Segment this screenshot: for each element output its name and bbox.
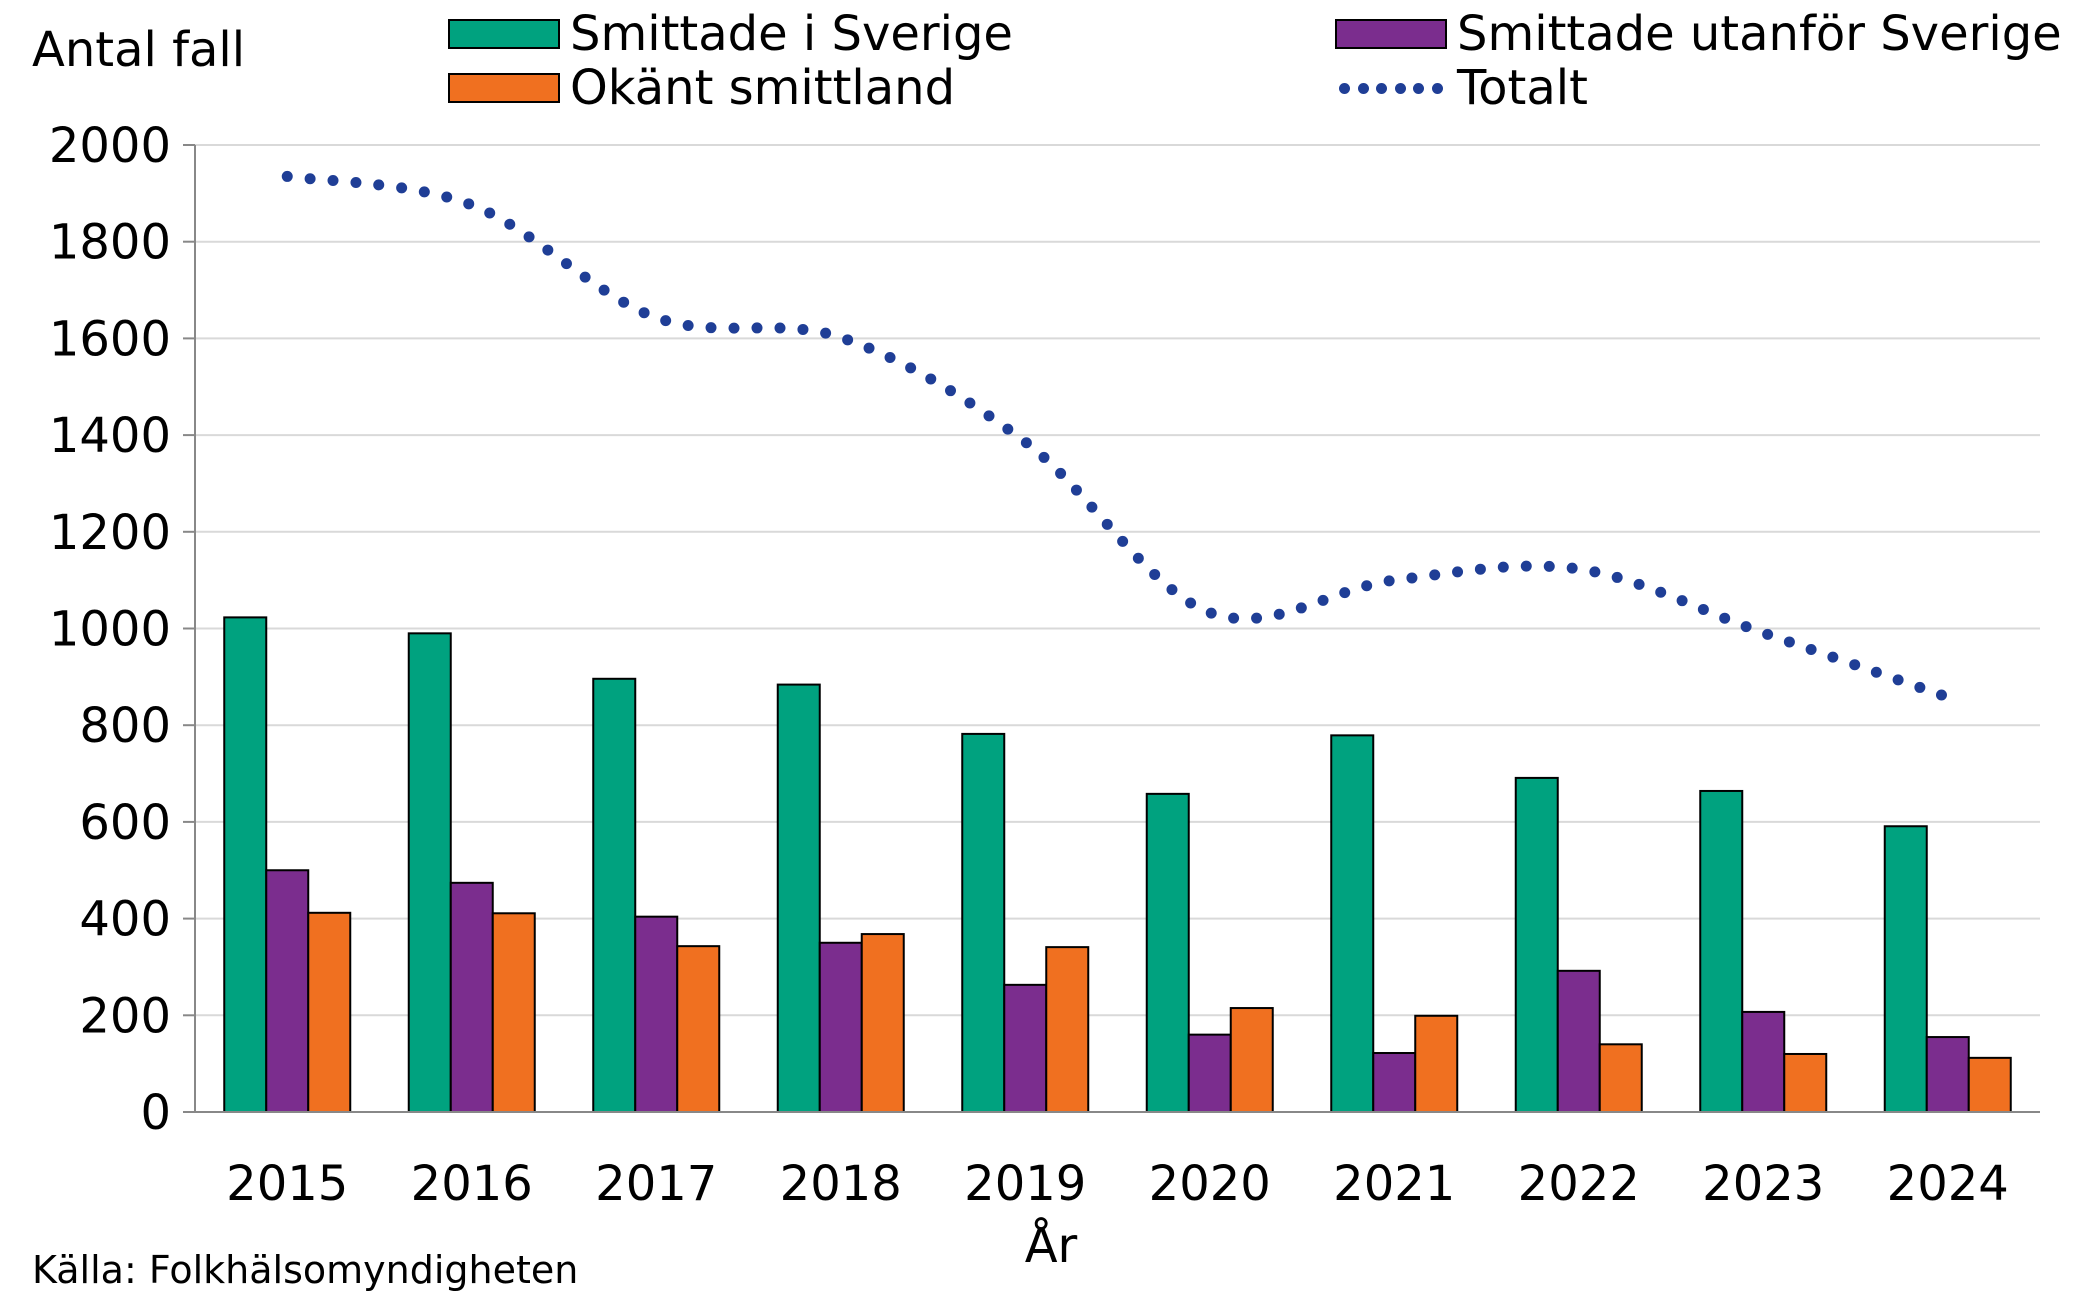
bar-2022-2	[1598, 1043, 1643, 1114]
legend-dots	[1335, 73, 1447, 103]
x-axis-label: År	[1024, 1218, 1078, 1274]
bar-2021-0	[1330, 734, 1375, 1114]
x-tick-label: 2016	[411, 1156, 533, 1212]
legend-item-smittade-i-sverige: Smittade i Sverige	[448, 6, 1013, 62]
axes	[183, 144, 2040, 1113]
series-line-totalt	[281, 170, 1954, 703]
x-tick-label: 2022	[1518, 1156, 1640, 1212]
y-tick-label: 1000	[49, 602, 171, 658]
x-tick-label: 2019	[964, 1156, 1086, 1212]
bar-2018-0	[776, 683, 821, 1113]
x-tick-label: 2020	[1149, 1156, 1271, 1212]
y-tick-label: 1800	[49, 215, 171, 271]
bar-2015-0	[223, 616, 268, 1114]
total-line	[281, 170, 1954, 703]
x-tick-labels: 2015 2016 2017 2018 2019 2020 2021 2022 2023 2024	[226, 1156, 2009, 1212]
bars	[223, 616, 2012, 1114]
y-tick-label: 800	[79, 698, 171, 754]
y-tick-label: 1400	[49, 408, 171, 464]
bar-2019-1	[1003, 983, 1048, 1113]
x-tick-label: 2021	[1333, 1156, 1455, 1212]
bar-2020-0	[1145, 792, 1190, 1113]
y-tick-label: 600	[79, 795, 171, 851]
bar-2024-2	[1967, 1056, 2012, 1114]
bar-2017-1	[634, 915, 679, 1114]
y-tick-label: 400	[79, 892, 171, 948]
bar-2015-1	[265, 869, 310, 1113]
legend-swatch	[448, 73, 560, 103]
legend-item-okant-smittland: Okänt smittland	[448, 60, 955, 116]
bar-2023-2	[1783, 1052, 1828, 1113]
bar-2024-1	[1925, 1036, 1970, 1113]
bar-2024-0	[1883, 825, 1928, 1114]
bar-2016-1	[449, 881, 494, 1113]
x-tick-label: 2018	[780, 1156, 902, 1212]
bar-2021-2	[1414, 1014, 1459, 1114]
bar-2020-1	[1187, 1033, 1232, 1114]
bar-2019-2	[1045, 946, 1090, 1114]
legend-swatch	[1335, 19, 1447, 49]
source-note: Källa: Folkhälsomyndigheten	[32, 1248, 579, 1292]
bar-2022-0	[1514, 776, 1559, 1113]
y-tick-label: 2000	[49, 118, 171, 174]
bar-2022-1	[1556, 969, 1601, 1113]
legend-item-smittade-utanfor-sverige: Smittade utanför Sverige	[1335, 6, 2062, 62]
bar-2015-2	[307, 911, 352, 1113]
y-tick-label: 200	[79, 988, 171, 1044]
bar-2017-0	[592, 677, 637, 1113]
legend-swatch	[448, 19, 560, 49]
legend-label: Totalt	[1457, 60, 1588, 116]
legend-label: Smittade utanför Sverige	[1457, 6, 2062, 62]
y-axis-label: Antal fall	[32, 22, 246, 78]
y-tick-label: 1600	[49, 311, 171, 367]
bar-2016-2	[491, 912, 536, 1113]
bar-2016-0	[407, 632, 452, 1114]
bar-2018-1	[818, 941, 863, 1114]
x-tick-label: 2024	[1887, 1156, 2009, 1212]
x-tick-label: 2017	[595, 1156, 717, 1212]
bar-2020-2	[1229, 1007, 1274, 1113]
y-tick-labels: 0 200 400 600 800 1000 1200 1400 1600 1800 2000	[49, 118, 171, 1141]
legend-label: Okänt smittland	[570, 60, 956, 116]
y-tick-label: 1200	[49, 505, 171, 561]
bar-2017-2	[676, 945, 721, 1113]
legend-item-totalt: Totalt	[1335, 60, 1588, 116]
x-tick-label: 2023	[1702, 1156, 1824, 1212]
bar-2018-2	[860, 933, 905, 1114]
bar-2021-1	[1372, 1052, 1417, 1113]
bar-2023-1	[1741, 1010, 1786, 1114]
legend-label: Smittade i Sverige	[570, 6, 1013, 62]
x-tick-label: 2015	[226, 1156, 348, 1212]
bar-2023-0	[1699, 789, 1744, 1113]
y-tick-label: 0	[140, 1085, 171, 1141]
bar-2019-0	[961, 732, 1006, 1113]
